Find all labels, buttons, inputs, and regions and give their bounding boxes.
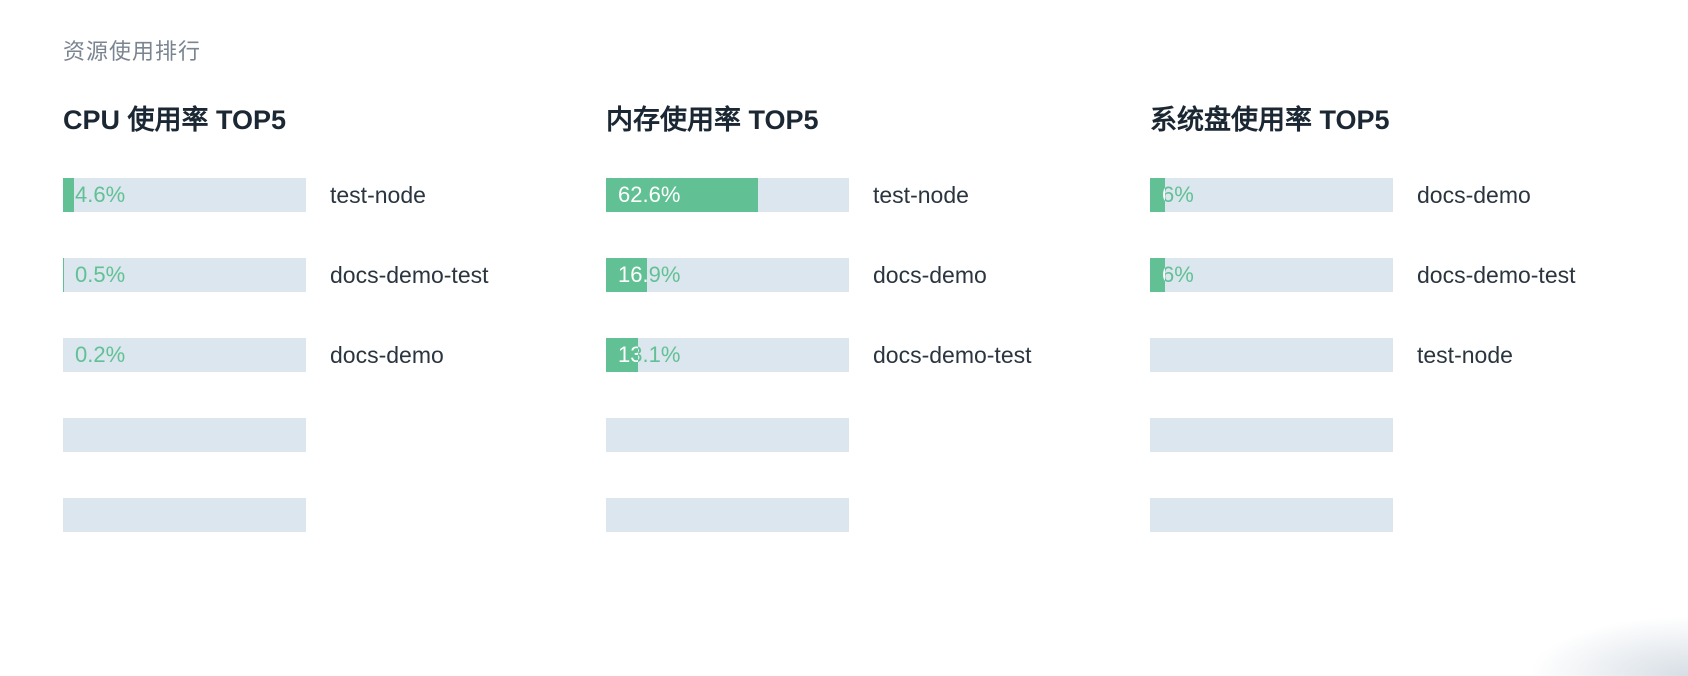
usage-percent: 6% bbox=[1162, 262, 1194, 287]
rank-row bbox=[63, 498, 583, 532]
usage-bar-track: 4.6%4.6% bbox=[63, 178, 306, 212]
rank-row: 6%6% docs-demo-test bbox=[1150, 258, 1670, 292]
usage-percent: 16.9% bbox=[618, 262, 681, 287]
usage-bar-fill bbox=[606, 258, 647, 292]
node-name: docs-demo bbox=[330, 342, 444, 368]
rank-row: 6%6% docs-demo bbox=[1150, 178, 1670, 212]
usage-bar-track: 6%6% bbox=[1150, 258, 1393, 292]
usage-percent-on-fill: 16.9% bbox=[618, 262, 647, 287]
usage-percent: 62.6% bbox=[618, 182, 681, 207]
usage-bar-track: 13.1%13.1% bbox=[606, 338, 849, 372]
cpu-top5-panel: CPU 使用率 TOP5 4.6%4.6% test-node 0.5% 0.5% d… bbox=[63, 100, 583, 578]
node-name: docs-demo-test bbox=[330, 262, 489, 288]
usage-percent-on-fill-clip: 6% bbox=[1150, 258, 1165, 292]
usage-bar-fill bbox=[1150, 178, 1165, 212]
node-name: test-node bbox=[1417, 342, 1513, 368]
usage-bar-track bbox=[63, 498, 306, 532]
usage-percent-on-fill: 62.6% bbox=[618, 182, 681, 207]
node-name: docs-demo bbox=[1417, 182, 1531, 208]
usage-bar-track bbox=[606, 418, 849, 452]
memory-top5-panel: 内存使用率 TOP5 62.6%62.6% test-node 16.9%16.9… bbox=[606, 100, 1126, 578]
rank-row: 62.6% 62.6% test-node bbox=[606, 178, 1126, 212]
usage-bar-fill bbox=[1150, 258, 1165, 292]
usage-bar-fill bbox=[63, 178, 74, 212]
usage-bar-track bbox=[1150, 338, 1393, 372]
disk-top5-panel: 系统盘使用率 TOP5 6%6%docs-demo 6%6%docs-demo-… bbox=[1150, 100, 1670, 578]
usage-percent-on-fill-clip: 0.5% bbox=[63, 258, 64, 292]
usage-percent-on-fill-clip: 16.9% bbox=[606, 258, 647, 292]
usage-percent-on-fill: 13.1% bbox=[618, 342, 638, 367]
node-name: docs-demo bbox=[873, 262, 987, 288]
usage-bar-track: 62.6% 62.6% bbox=[606, 178, 849, 212]
usage-percent-on-fill-clip: 13.1% bbox=[606, 338, 638, 372]
usage-bar-track: 0.2%0.2% bbox=[63, 338, 306, 372]
rank-row: 0.2%0.2% docs-demo bbox=[63, 338, 583, 372]
rank-row: test-node bbox=[1150, 338, 1670, 372]
usage-bar-track: 0.5% 0.5% bbox=[63, 258, 306, 292]
rank-row: 13.1%13.1% docs-demo-test bbox=[606, 338, 1126, 372]
rank-row: 4.6%4.6% test-node bbox=[63, 178, 583, 212]
corner-shadow bbox=[1528, 616, 1688, 676]
usage-percent-on-fill-clip: 62.6% bbox=[606, 178, 758, 212]
usage-percent: 4.6% bbox=[75, 182, 126, 207]
rank-row bbox=[1150, 418, 1670, 452]
rank-row bbox=[1150, 498, 1670, 532]
rank-row bbox=[606, 498, 1126, 532]
usage-bar-track bbox=[1150, 418, 1393, 452]
usage-percent-on-fill: 6% bbox=[1162, 178, 1165, 212]
usage-percent: 6% bbox=[1162, 182, 1194, 207]
usage-bar-fill bbox=[606, 178, 758, 212]
usage-bar-fill bbox=[606, 338, 638, 372]
usage-bar-track bbox=[63, 418, 306, 452]
memory-top5-title: 内存使用率 TOP5 bbox=[606, 105, 819, 135]
usage-bar-track: 6%6% bbox=[1150, 178, 1393, 212]
node-name: docs-demo-test bbox=[1417, 262, 1576, 288]
usage-bar-track bbox=[606, 498, 849, 532]
usage-percent: 0.2% bbox=[75, 342, 126, 367]
usage-percent: 13.1% bbox=[618, 342, 681, 367]
card-title: 资源使用排行 bbox=[63, 39, 202, 64]
usage-percent: 0.5% bbox=[75, 262, 126, 287]
rank-row: 0.5% 0.5% docs-demo-test bbox=[63, 258, 583, 292]
rank-row bbox=[63, 418, 583, 452]
usage-percent-on-fill: 6% bbox=[1162, 258, 1165, 292]
usage-bar-fill bbox=[63, 258, 64, 292]
cpu-top5-title: CPU 使用率 TOP5 bbox=[63, 105, 287, 135]
usage-bar-track: 16.9%16.9% bbox=[606, 258, 849, 292]
rank-row bbox=[606, 418, 1126, 452]
usage-percent-on-fill-clip: 6% bbox=[1150, 178, 1165, 212]
usage-percent-on-fill-clip: 4.6% bbox=[63, 178, 74, 212]
node-name: test-node bbox=[330, 182, 426, 208]
rank-row: 16.9%16.9% docs-demo bbox=[606, 258, 1126, 292]
usage-bar-track bbox=[1150, 498, 1393, 532]
node-name: docs-demo-test bbox=[873, 342, 1032, 368]
node-name: test-node bbox=[873, 182, 969, 208]
disk-top5-title: 系统盘使用率 TOP5 bbox=[1150, 105, 1390, 135]
